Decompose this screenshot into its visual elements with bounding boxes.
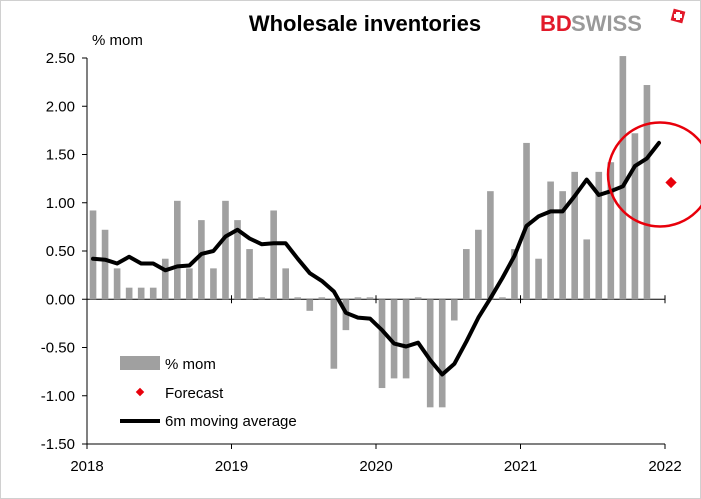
bar — [161, 258, 169, 300]
x-tick-label: 2019 — [215, 458, 248, 475]
bar — [174, 200, 181, 300]
y-tick-label: 2.50 — [46, 50, 75, 67]
legend-label-forecast: Forecast — [165, 385, 224, 402]
bar — [631, 133, 639, 300]
bar — [450, 299, 458, 321]
bar — [535, 258, 542, 300]
bar — [258, 297, 265, 300]
x-tick-label: 2022 — [648, 458, 681, 475]
legend-swatch-bars — [120, 356, 160, 370]
annotation — [606, 121, 701, 228]
bar — [487, 191, 494, 300]
legend-label-bars: % mom — [165, 356, 216, 373]
y-tick-label: 1.00 — [46, 195, 75, 212]
bar — [234, 220, 241, 300]
y-tick-label: 0.50 — [46, 243, 75, 260]
y-tick-label: -1.00 — [41, 388, 75, 405]
bar — [595, 171, 603, 300]
bar — [499, 297, 506, 300]
logo-bd: BD — [540, 11, 572, 36]
bar-series — [89, 56, 651, 408]
bar — [511, 249, 518, 300]
bar — [559, 191, 566, 300]
legend-swatch-forecast — [135, 387, 145, 397]
bar — [547, 181, 554, 300]
x-axis: 2018 2019 2020 2021 2022 — [70, 295, 682, 475]
forecast-point — [665, 176, 677, 189]
bar — [463, 249, 470, 300]
bar — [426, 299, 434, 408]
x-tick-label: 2018 — [70, 458, 103, 475]
bar — [318, 297, 326, 300]
legend: % mom Forecast 6m moving average — [120, 356, 297, 430]
y-axis: 2.50 2.00 1.50 1.00 0.50 0.00 -0.50 -1.00 -1.50 — [41, 50, 88, 453]
forecast-series — [665, 176, 677, 189]
bar — [113, 268, 121, 300]
bar — [186, 268, 193, 300]
bar — [210, 268, 217, 300]
y-tick-label: -0.50 — [41, 340, 75, 357]
y-tick-label: -1.50 — [41, 436, 75, 453]
y-tick-label: 0.00 — [46, 291, 75, 308]
bar — [306, 299, 314, 311]
bar — [366, 297, 374, 300]
bar — [294, 297, 302, 300]
bar — [378, 299, 386, 389]
bar — [619, 56, 627, 300]
bar — [583, 239, 591, 300]
bar — [125, 287, 133, 300]
logo: BD SWISS — [540, 8, 686, 36]
bar — [523, 142, 530, 300]
bar — [222, 200, 229, 300]
bar — [354, 297, 362, 300]
bar — [246, 249, 253, 300]
bar — [149, 287, 157, 300]
bar — [270, 210, 277, 300]
bar — [282, 268, 289, 300]
chart-title: Wholesale inventories — [249, 11, 481, 36]
bar — [330, 299, 338, 369]
y-tick-label: 1.50 — [46, 147, 75, 164]
annotation-circle — [606, 121, 701, 228]
bar — [414, 297, 422, 300]
logo-plus-icon — [670, 8, 686, 24]
moving-average-series — [91, 140, 661, 377]
y-tick-label: 2.00 — [46, 98, 75, 115]
bar — [571, 171, 578, 300]
bar — [438, 299, 446, 408]
bar — [402, 299, 410, 379]
x-tick-label: 2021 — [504, 458, 537, 475]
bar — [89, 210, 97, 300]
bar — [390, 299, 398, 379]
moving-average-line — [91, 140, 661, 377]
bar — [137, 287, 145, 300]
bar — [607, 162, 615, 300]
bar — [198, 220, 205, 300]
bar — [475, 229, 482, 300]
logo-swiss: SWISS — [571, 11, 642, 36]
bar — [643, 85, 651, 300]
bar — [101, 229, 109, 300]
x-tick-label: 2020 — [359, 458, 392, 475]
legend-label-line: 6m moving average — [165, 413, 297, 430]
y-axis-unit: % mom — [92, 32, 143, 49]
